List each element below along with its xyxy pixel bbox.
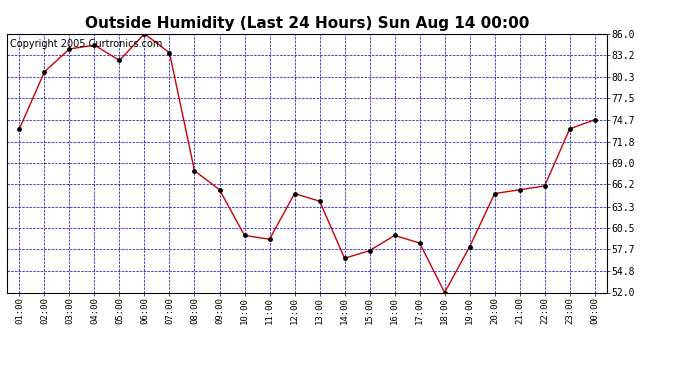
Text: Copyright 2005 Curtronics.com: Copyright 2005 Curtronics.com	[10, 39, 162, 49]
Title: Outside Humidity (Last 24 Hours) Sun Aug 14 00:00: Outside Humidity (Last 24 Hours) Sun Aug…	[85, 16, 529, 31]
